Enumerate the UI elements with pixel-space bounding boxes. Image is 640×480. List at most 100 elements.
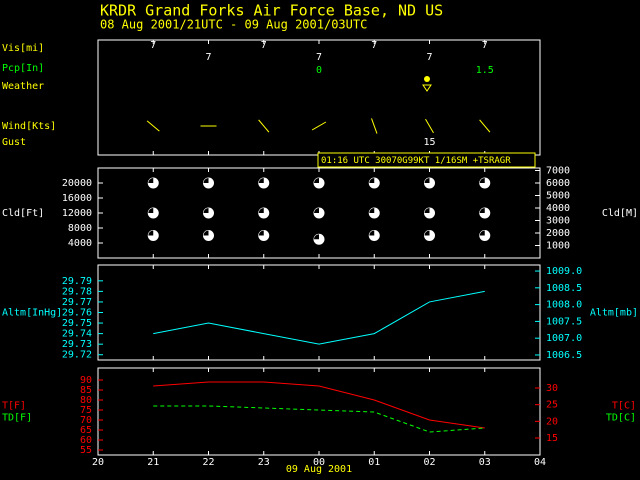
panel-frame xyxy=(97,367,541,456)
y2-tick-label: 4000 xyxy=(546,203,570,214)
y-label: Altm[InHg] xyxy=(2,308,62,319)
row-value: 7 xyxy=(316,52,322,63)
y2-tick-label: 2000 xyxy=(546,228,570,239)
y-tick-label: 75 xyxy=(80,405,92,416)
y-tick-label: 70 xyxy=(80,415,92,426)
cloud-cover xyxy=(479,208,485,213)
y-tick-label: 12000 xyxy=(62,208,92,219)
row-label: Weather xyxy=(2,81,44,92)
y2-tick-label: 5000 xyxy=(546,191,570,202)
y2-tick-label: 1007.5 xyxy=(546,316,582,327)
y2-label: T[C] xyxy=(612,401,636,412)
wind-barb xyxy=(479,119,491,133)
annotation-box xyxy=(317,152,536,168)
cloud-cover xyxy=(203,178,209,183)
y2-label: Cld[M] xyxy=(602,208,638,219)
y-tick-label: 55 xyxy=(80,445,92,456)
x-tick-label: 04 xyxy=(534,457,546,468)
cloud-cover xyxy=(314,208,319,213)
y-tick-label: 29.74 xyxy=(62,329,92,340)
cloud-cover xyxy=(148,230,154,236)
y-tick-label: 4000 xyxy=(68,238,92,249)
y-tick-label: 29.76 xyxy=(62,308,92,319)
y2-label: TD[C] xyxy=(606,413,636,424)
y-tick-label: 29.78 xyxy=(62,286,92,297)
row-value: 7 xyxy=(205,52,211,63)
y2-tick-label: 1007.0 xyxy=(546,333,582,344)
y2-tick-label: 25 xyxy=(546,400,558,411)
weather-symbol xyxy=(422,76,432,92)
row-label: Gust xyxy=(2,137,26,148)
cloud-cover xyxy=(479,230,485,236)
cloud-cover xyxy=(258,178,264,183)
y2-tick-label: 30 xyxy=(546,383,558,394)
y-tick-label: 80 xyxy=(80,395,92,406)
cloud-cover xyxy=(258,208,264,213)
cloud-cover xyxy=(424,208,430,213)
y2-tick-label: 1009.0 xyxy=(546,266,582,277)
y2-tick-label: 6000 xyxy=(546,178,570,189)
cloud-cover xyxy=(369,230,375,236)
cloud-cover xyxy=(314,178,319,183)
row-label: Vis[mi] xyxy=(2,43,44,54)
row-label: Pcp[In] xyxy=(2,63,44,74)
y-tick-label: 85 xyxy=(80,385,92,396)
cloud-cover xyxy=(258,230,264,236)
y-label: Cld[Ft] xyxy=(2,208,44,219)
legend-label: T[F] xyxy=(2,401,26,412)
subtitle: 08 Aug 2001/21UTC - 09 Aug 2001/03UTC xyxy=(100,18,367,32)
row-value: 15 xyxy=(423,137,435,148)
y-tick-label: 29.77 xyxy=(62,297,92,308)
wind-barb xyxy=(146,120,160,132)
y-tick-label: 29.75 xyxy=(62,318,92,329)
row-label: Wind[Kts] xyxy=(2,121,56,132)
cloud-cover xyxy=(203,208,209,213)
y-tick-label: 90 xyxy=(80,375,92,386)
y2-tick-label: 20 xyxy=(546,416,558,427)
wind-barb xyxy=(371,118,378,134)
series-line xyxy=(153,381,485,429)
title: KRDR Grand Forks Air Force Base, ND US xyxy=(100,2,443,20)
x-tick-label: 23 xyxy=(258,457,270,468)
y2-tick-label: 1000 xyxy=(546,241,570,252)
row-value: 7 xyxy=(371,40,377,51)
cloud-cover xyxy=(479,178,485,183)
cloud-cover xyxy=(424,230,430,236)
y-tick-label: 20000 xyxy=(62,178,92,189)
row-value: 7 xyxy=(482,40,488,51)
y-tick-label: 65 xyxy=(80,425,92,436)
row-value: 7 xyxy=(261,40,267,51)
wind-barb xyxy=(425,118,434,134)
cloud-cover xyxy=(148,178,154,183)
y-tick-label: 29.72 xyxy=(62,350,92,361)
y-tick-label: 60 xyxy=(80,435,92,446)
cloud-cover xyxy=(148,208,154,213)
x-tick-label: 01 xyxy=(368,457,380,468)
wind-barb xyxy=(311,121,327,131)
y2-label: Altm[mb] xyxy=(590,308,638,319)
x-label: 09 Aug 2001 xyxy=(286,464,352,475)
y-tick-label: 8000 xyxy=(68,223,92,234)
series-line xyxy=(153,290,485,345)
row-value: 7 xyxy=(150,40,156,51)
cloud-cover xyxy=(203,230,209,236)
series-line xyxy=(153,405,485,433)
legend-label: TD[F] xyxy=(2,413,32,424)
annotation: 01:16 UTC 30070G99KT 1/16SM +TSRAGR xyxy=(321,156,511,166)
cloud-cover xyxy=(314,234,319,240)
wind-barb xyxy=(258,119,270,133)
cloud-cover xyxy=(369,208,375,213)
panel-frame xyxy=(97,264,541,361)
y-tick-label: 29.73 xyxy=(62,339,92,350)
y2-tick-label: 15 xyxy=(546,433,558,444)
y2-tick-label: 7000 xyxy=(546,166,570,177)
y-tick-label: 16000 xyxy=(62,193,92,204)
cloud-cover xyxy=(369,178,375,183)
y-tick-label: 29.79 xyxy=(62,276,92,287)
row-value: 0 xyxy=(316,65,322,76)
x-tick-label: 22 xyxy=(202,457,214,468)
y2-tick-label: 3000 xyxy=(546,216,570,227)
x-tick-label: 20 xyxy=(92,457,104,468)
x-tick-label: 00 xyxy=(313,457,325,468)
